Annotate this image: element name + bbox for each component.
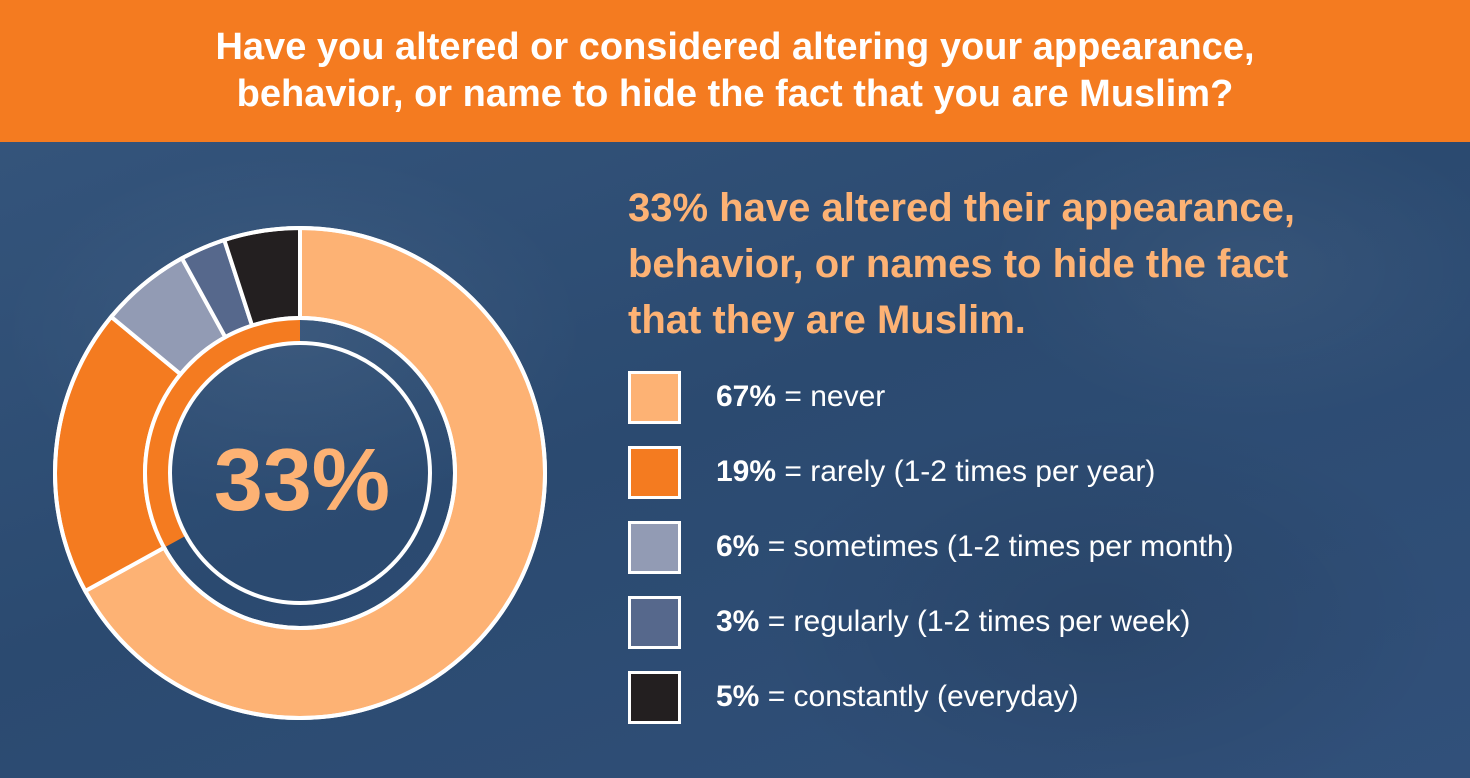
legend-label: 67% = never bbox=[716, 380, 885, 414]
header-banner: Have you altered or considered altering … bbox=[0, 0, 1470, 142]
legend-desc: = rarely (1-2 times per year) bbox=[776, 455, 1156, 488]
legend-swatch-sometimes bbox=[628, 520, 681, 574]
legend-desc: = constantly (everyday) bbox=[759, 680, 1079, 713]
legend-swatch-constantly bbox=[628, 670, 681, 724]
legend-desc: = never bbox=[776, 380, 886, 413]
donut-inner-border bbox=[143, 316, 457, 630]
legend-label: 6% = sometimes (1-2 times per month) bbox=[716, 530, 1234, 564]
chart-title: Have you altered or considered altering … bbox=[215, 26, 1255, 115]
legend-label: 19% = rarely (1-2 times per year) bbox=[716, 455, 1155, 489]
legend-label: 3% = regularly (1-2 times per week) bbox=[716, 605, 1190, 639]
donut-center-label: 33% bbox=[213, 430, 391, 529]
legend-item-sometimes: 6% = sometimes (1-2 times per month) bbox=[628, 518, 1234, 576]
legend-pct: 67% bbox=[716, 380, 777, 413]
legend-label: 5% = constantly (everyday) bbox=[716, 680, 1079, 714]
legend-item-never: 67% = never bbox=[628, 368, 1234, 426]
legend-pct: 5% bbox=[716, 680, 760, 713]
donut-inner-highlight bbox=[145, 318, 300, 548]
headline-text: 33% have altered their appearance, behav… bbox=[628, 186, 1295, 342]
legend-swatch-regularly bbox=[628, 595, 681, 649]
legend-desc: = regularly (1-2 times per week) bbox=[759, 605, 1191, 638]
legend-pct: 3% bbox=[716, 605, 760, 638]
donut-outer-border bbox=[53, 226, 547, 720]
legend-pct: 6% bbox=[716, 530, 760, 563]
donut-chart bbox=[53, 225, 547, 720]
legend: 67% = never 19% = rarely (1-2 times per … bbox=[628, 368, 1234, 743]
legend-item-regularly: 3% = regularly (1-2 times per week) bbox=[628, 593, 1234, 651]
legend-item-rarely: 19% = rarely (1-2 times per year) bbox=[628, 443, 1234, 501]
legend-swatch-never bbox=[628, 370, 681, 424]
legend-swatch-rarely bbox=[628, 445, 681, 499]
legend-pct: 19% bbox=[716, 455, 777, 488]
donut-hole-border bbox=[168, 341, 432, 605]
legend-item-constantly: 5% = constantly (everyday) bbox=[628, 668, 1234, 726]
legend-desc: = sometimes (1-2 times per month) bbox=[759, 530, 1234, 563]
